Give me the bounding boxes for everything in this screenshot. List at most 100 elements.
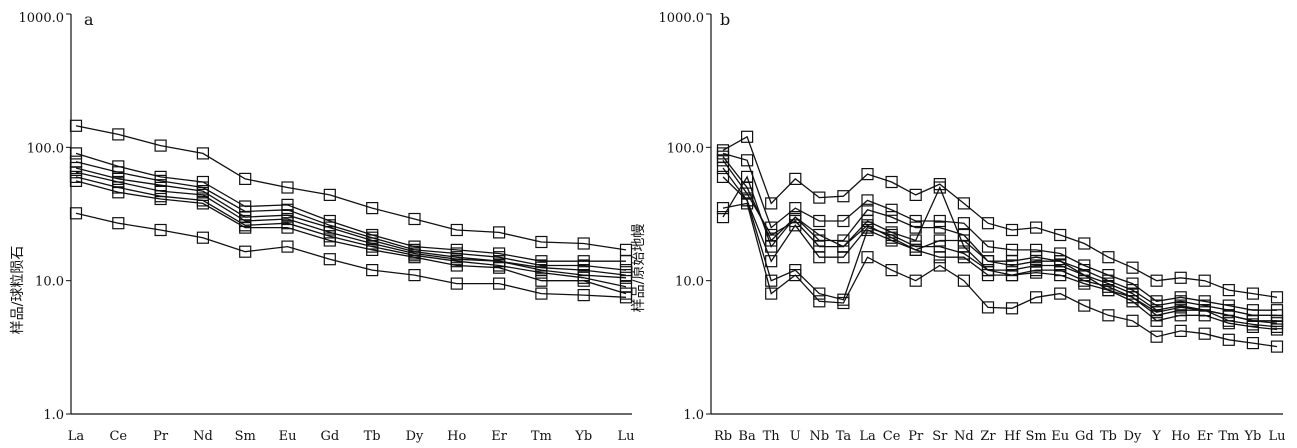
panel-a-series-8-point xyxy=(154,223,167,237)
panel-a-series-7-point xyxy=(154,192,167,206)
panel-a-series-8-line xyxy=(75,212,627,298)
panel-b-series-2-point xyxy=(813,214,826,228)
panel-b-series-1-point xyxy=(1222,284,1235,297)
panel-b-series-1-point xyxy=(1102,251,1115,264)
panel-a-series-3-point xyxy=(112,166,125,179)
panel-a-series-7-point xyxy=(323,234,336,247)
panel-b-series-7-point xyxy=(933,259,946,272)
panel-b-series-7-point xyxy=(789,269,802,282)
panel-a-series-6-point xyxy=(535,266,548,279)
panel-b-series-7-point xyxy=(1222,333,1235,346)
panel-b-series-7-point xyxy=(909,274,922,287)
panel-b-series-3-point xyxy=(933,221,946,234)
panel-a-series-8-point xyxy=(577,289,590,302)
panel-a-series-1-point xyxy=(535,235,548,249)
panel-a-series-7-point xyxy=(535,274,548,287)
panel-a-series-1-point xyxy=(450,223,463,237)
panel-b-series-2-point xyxy=(789,202,802,215)
panel-b-x-tick-label: Zr xyxy=(980,429,996,444)
panel-b-x-tick-label: Ba xyxy=(738,429,756,444)
panel-b-series-8-line xyxy=(722,175,1278,324)
panel-b-series-1-point xyxy=(1150,274,1163,287)
panel-a-series-6-line xyxy=(75,176,627,288)
panel-b-series-6-point xyxy=(1270,323,1284,336)
panel-b-series-4-point xyxy=(716,154,730,167)
panel-b-series-7-point xyxy=(1005,302,1019,315)
panel-b-series-7-point xyxy=(1126,314,1139,327)
panel-a-series-3-line xyxy=(75,161,627,271)
panel-b-x-tick-label: Tb xyxy=(1100,429,1117,444)
panel-a-series-7-point xyxy=(493,261,506,274)
panel-b-series-8-point xyxy=(1150,306,1163,319)
panel-b-x-tick-label: Yb xyxy=(1243,429,1261,444)
panel-b-x-tick-label: U xyxy=(790,429,801,444)
panel-a-series-8-point xyxy=(281,240,294,253)
panel-b-series-2-point xyxy=(1126,277,1139,290)
panel-a-x-tick-label: Ho xyxy=(447,429,466,444)
panel-b-series-1-point xyxy=(740,130,754,143)
panel-a-series-8-point xyxy=(535,287,548,300)
panel-a-series-7-line xyxy=(75,180,627,295)
panel-b-series-6-point xyxy=(933,251,946,264)
panel-b-series-6-point xyxy=(981,269,995,282)
panel-b-series-1-line xyxy=(722,135,1278,298)
panel-b-series-1-point xyxy=(1174,271,1187,284)
panel-b-series-1-point xyxy=(885,175,898,189)
panel-a-series-1-point xyxy=(408,212,421,226)
panel-b-series-7-point xyxy=(1174,324,1187,337)
panel-b-series-6-point xyxy=(813,287,826,300)
panel-b-series-6-point xyxy=(1078,277,1091,290)
panel-b-series-4-line xyxy=(722,159,1277,322)
panel-b-series-8-point xyxy=(1270,317,1284,330)
panel-b-x-tick-label: Ta xyxy=(836,429,852,444)
panel-a-series-7-point xyxy=(450,259,463,272)
panel-a-x-tick-label: Tm xyxy=(531,429,552,444)
panel-b-series-1-point xyxy=(1054,228,1067,242)
panel-b-y-tick-label: 1000.0 xyxy=(659,11,705,26)
chart-panel-a: a 样品/球粒陨石 1.0 10.0 100.0 1000.0 La Ce Pr Nd Sm Eu… xyxy=(10,10,635,444)
panel-b-x-tick-label: Ho xyxy=(1171,429,1190,444)
panel-a-series-7-point xyxy=(366,243,379,256)
panel-b-x-tick-label: Lu xyxy=(1268,429,1285,444)
panel-a-series-8-point xyxy=(450,277,463,290)
panel-b-series-2-point xyxy=(837,214,850,228)
panel-b-series-8-point xyxy=(957,234,971,247)
panel-b-series-1-point xyxy=(909,188,922,201)
panel-a-series-7-point xyxy=(112,186,125,199)
panel-b-series-6-point xyxy=(716,170,730,183)
panel-b-series-6-point xyxy=(1222,317,1235,330)
panel-b-series-7-point xyxy=(1029,291,1043,304)
panel-b-series-8-point xyxy=(740,170,754,183)
panel-b-x-tick-label: Pr xyxy=(908,429,924,444)
panel-b-series-8-point xyxy=(1222,309,1235,322)
panel-b-series-7-point xyxy=(1270,340,1284,353)
panel-b-series-8-point xyxy=(861,219,874,232)
panel-a-x-tick-label: Tb xyxy=(364,429,381,444)
panel-b-series-8-point xyxy=(981,255,995,268)
panel-a-series-8-point xyxy=(493,277,506,290)
panel-a-series-5-point xyxy=(619,271,633,284)
panel-a-series-7-point xyxy=(239,221,252,234)
panel-b-series-5-point xyxy=(716,161,730,175)
panel-b-series-8-point xyxy=(1078,269,1091,282)
panel-a-x-tick-label: Eu xyxy=(279,429,297,444)
panel-b-x-tick-label: Nd xyxy=(954,429,974,444)
panel-b-series-4-point xyxy=(765,228,778,242)
panel-b-x-tick-label: Er xyxy=(1197,429,1213,444)
panel-b-series-8-point xyxy=(885,231,898,244)
panel-a-series-8-point xyxy=(69,207,83,220)
panel-b-series-7-point xyxy=(1102,309,1115,322)
panel-a-series-8-point xyxy=(112,217,125,230)
panel-a-x-tick-label: Dy xyxy=(406,429,424,444)
panel-b-series-7-point xyxy=(837,296,850,310)
panel-a-series-7-point xyxy=(196,197,209,210)
panel-b-y-tick-label: 10.0 xyxy=(675,275,704,290)
panel-a-series-8-point xyxy=(323,253,336,266)
panel-b-series-2-point xyxy=(861,194,874,207)
panel-a-x-tick-label: Sm xyxy=(235,429,256,444)
panel-b-series-8-point xyxy=(1174,301,1187,314)
panel-a-series-7-point xyxy=(408,251,421,264)
panel-a-y-tick-label: 10.0 xyxy=(35,275,64,290)
panel-b-series-1-point xyxy=(1270,291,1284,304)
panel-a-series-2-line xyxy=(75,152,626,262)
